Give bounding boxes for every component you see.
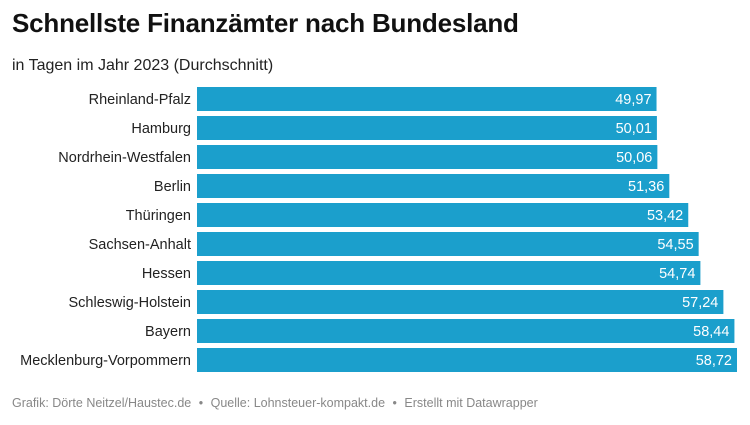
bar [197, 232, 699, 256]
chart-title: Schnellste Finanzämter nach Bundesland [12, 8, 519, 38]
value-label: 50,01 [616, 121, 652, 137]
category-label: Sachsen-Anhalt [89, 237, 191, 253]
footer-separator: • [392, 396, 397, 410]
value-label: 57,24 [682, 295, 718, 311]
category-label: Berlin [154, 179, 191, 195]
bar [197, 145, 658, 169]
value-label: 50,06 [616, 150, 652, 166]
footer-separator: • [198, 396, 204, 410]
category-label: Rheinland-Pfalz [89, 92, 191, 108]
bar [197, 319, 735, 343]
bar [197, 174, 670, 198]
bar [197, 203, 689, 227]
value-label: 53,42 [647, 208, 683, 224]
category-label: Hamburg [131, 121, 191, 137]
category-label: Nordrhein-Westfalen [58, 150, 191, 166]
footer-graphic-credit: Grafik: Dörte Neitzel/Haustec.de [12, 396, 192, 410]
bar [197, 87, 657, 111]
value-label: 58,72 [696, 353, 732, 369]
category-label: Mecklenburg-Vorpommern [20, 353, 191, 369]
value-label: 54,74 [659, 266, 695, 282]
chart-subtitle: in Tagen im Jahr 2023 (Durchschnitt) [12, 57, 274, 74]
footer-tool-credit: Erstellt mit Datawrapper [404, 396, 538, 410]
bar [197, 261, 701, 285]
value-label: 58,44 [693, 324, 729, 340]
bar [197, 290, 724, 314]
category-label: Hessen [142, 266, 191, 282]
footer-credits: Grafik: Dörte Neitzel/Haustec.de • Quell… [12, 396, 538, 410]
footer-source: Quelle: Lohnsteuer-kompakt.de [210, 396, 386, 410]
bar [197, 116, 657, 140]
category-label: Bayern [145, 324, 191, 340]
value-label: 51,36 [628, 179, 664, 195]
category-label: Schleswig-Holstein [69, 295, 192, 311]
value-label: 49,97 [615, 92, 651, 108]
category-label: Thüringen [126, 208, 191, 224]
bar [197, 348, 737, 372]
value-label: 54,55 [657, 237, 693, 253]
